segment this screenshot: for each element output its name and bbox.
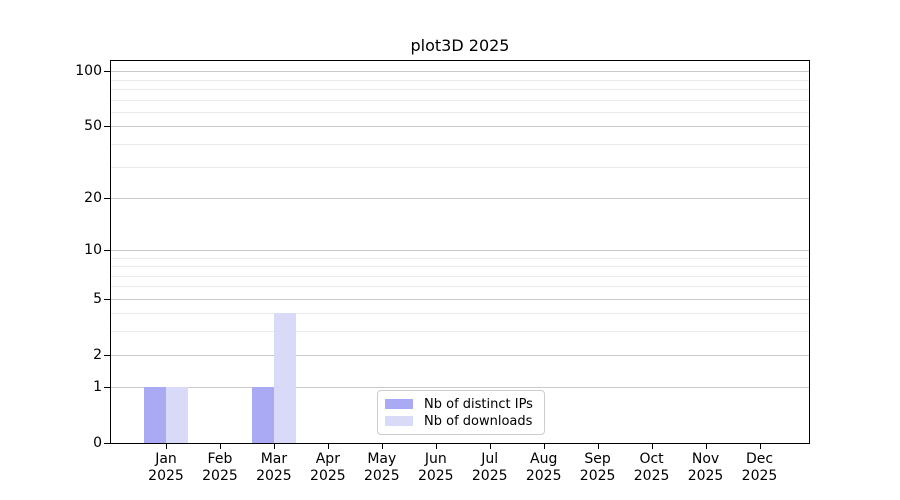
x-tick-mark (651, 444, 653, 449)
x-tick-label-aug: Aug 2025 (512, 451, 576, 485)
gridline-major (111, 298, 809, 300)
x-tick-year: 2025 (471, 468, 508, 484)
legend-item: Nb of distinct IPs (385, 396, 536, 412)
y-tick-mark (104, 443, 110, 444)
gridline-minor (111, 257, 809, 259)
bar-mar-distinct-ips (251, 387, 274, 443)
plot-area (110, 60, 810, 444)
gridline-minor (111, 313, 809, 315)
x-tick-mark (543, 444, 545, 449)
legend-swatch-downloads (385, 416, 413, 426)
x-tick-mark (435, 444, 437, 449)
gridline-major (111, 249, 809, 251)
x-tick-month: Jun (424, 451, 447, 467)
x-tick-label-feb: Feb 2025 (188, 451, 252, 485)
legend: Nb of distinct IPs Nb of downloads (377, 390, 545, 435)
bar-jan-downloads (166, 387, 188, 443)
x-tick-month: Aug (530, 451, 558, 467)
x-tick-year: 2025 (363, 468, 400, 484)
x-tick-mark (327, 444, 329, 449)
y-tick-label: 1 (93, 379, 102, 396)
x-tick-year: 2025 (741, 468, 778, 484)
gridline-major (111, 387, 809, 389)
x-tick-label-may: May 2025 (350, 451, 414, 485)
x-tick-year: 2025 (417, 468, 454, 484)
x-tick-month: Jul (481, 451, 499, 467)
x-tick-month: May (367, 451, 397, 467)
y-tick-mark (104, 354, 110, 356)
x-tick-label-jun: Jun 2025 (404, 451, 468, 485)
x-tick-mark (273, 444, 275, 449)
legend-item: Nb of downloads (385, 413, 536, 429)
gridline-minor (111, 266, 809, 268)
gridline-major (111, 71, 809, 73)
x-tick-month: Jan (155, 451, 177, 467)
legend-label: Nb of downloads (424, 413, 533, 429)
x-tick-month: Feb (207, 451, 233, 467)
gridline-minor (111, 79, 809, 81)
x-tick-year: 2025 (687, 468, 724, 484)
gridline-minor (111, 166, 809, 168)
gridline-major (111, 126, 809, 128)
legend-swatch-distinct-ips (385, 399, 413, 409)
gridline-minor (111, 275, 809, 277)
x-tick-label-mar: Mar 2025 (242, 451, 306, 485)
bar-mar-downloads (273, 313, 296, 443)
y-tick-label: 2 (93, 346, 102, 363)
legend-label: Nb of distinct IPs (424, 396, 533, 412)
y-tick-mark (104, 249, 110, 251)
x-tick-year: 2025 (633, 468, 670, 484)
x-tick-month: Mar (260, 451, 288, 467)
x-tick-mark (381, 444, 383, 449)
x-tick-month: Oct (639, 451, 664, 467)
y-tick-mark (104, 71, 110, 73)
y-tick-label: 100 (75, 63, 102, 80)
y-tick-label: 5 (93, 290, 102, 307)
x-tick-label-dec: Dec 2025 (728, 451, 792, 485)
gridline-minor (111, 144, 809, 146)
x-tick-label-oct: Oct 2025 (620, 451, 684, 485)
x-tick-mark (705, 444, 707, 449)
x-tick-year: 2025 (148, 468, 184, 484)
x-tick-year: 2025 (310, 468, 346, 484)
x-tick-mark (166, 444, 167, 449)
y-tick-mark (104, 197, 110, 199)
x-tick-mark (219, 444, 221, 449)
gridline-major (111, 354, 809, 356)
y-tick-label: 0 (93, 435, 102, 451)
y-tick-label: 50 (84, 118, 102, 135)
bar-jan-distinct-ips (144, 387, 166, 443)
x-tick-month: Sep (584, 451, 611, 467)
y-tick-mark (104, 126, 110, 128)
x-tick-label-jul: Jul 2025 (458, 451, 522, 485)
x-tick-label-jan: Jan 2025 (134, 451, 198, 485)
gridline-minor (111, 112, 809, 114)
x-tick-mark (597, 444, 599, 449)
x-tick-mark (759, 444, 761, 449)
x-tick-month: Apr (315, 451, 340, 467)
x-tick-mark (489, 444, 491, 449)
x-tick-label-apr: Apr 2025 (296, 451, 360, 485)
y-tick-mark (104, 298, 110, 300)
x-tick-year: 2025 (579, 468, 616, 484)
y-tick-mark (104, 387, 110, 389)
x-tick-month: Dec (745, 451, 774, 467)
y-tick-label: 10 (84, 241, 102, 258)
x-tick-label-sep: Sep 2025 (566, 451, 630, 485)
gridline-minor (111, 99, 809, 101)
x-tick-month: Nov (691, 451, 720, 467)
chart-title: plot3D 2025 (410, 36, 510, 55)
gridline-minor (111, 331, 809, 333)
x-tick-year: 2025 (202, 468, 238, 484)
x-tick-year: 2025 (525, 468, 562, 484)
gridline-minor (111, 286, 809, 288)
gridline-major (111, 197, 809, 199)
x-tick-year: 2025 (256, 468, 292, 484)
y-tick-label: 20 (84, 189, 102, 206)
x-tick-label-nov: Nov 2025 (674, 451, 738, 485)
gridline-minor (111, 89, 809, 91)
